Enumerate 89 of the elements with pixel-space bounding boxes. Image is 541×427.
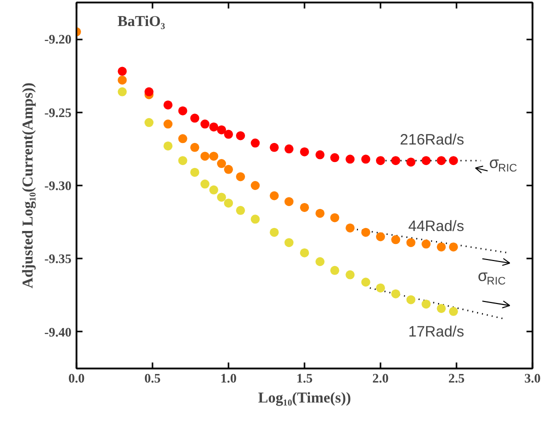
point: [361, 278, 370, 287]
x-tick-label: 0.5: [144, 370, 162, 386]
point: [164, 120, 173, 129]
point: [330, 213, 340, 222]
point: [284, 197, 294, 206]
point: [448, 156, 458, 166]
point: [236, 172, 246, 182]
x-tick-label: 0.0: [68, 370, 85, 386]
point: [118, 87, 127, 96]
point: [164, 141, 173, 150]
y-axis-title: Adjusted Log₁₀(Current(Amps)): [20, 82, 36, 288]
point: [346, 270, 355, 280]
x-tick-label: 1.5: [296, 370, 314, 386]
point: [178, 106, 188, 116]
x-tick-label: 3.0: [524, 370, 541, 386]
point: [376, 156, 385, 166]
point: [144, 118, 154, 128]
point: [270, 142, 279, 152]
point: [448, 242, 458, 252]
point: [209, 152, 218, 161]
y-tick-label: -9.35: [44, 251, 72, 266]
point: [224, 164, 233, 174]
point: [448, 306, 458, 316]
point: [406, 295, 416, 304]
point: [224, 130, 233, 139]
text: BaTiO₃: [118, 14, 166, 30]
y-tick-label: -9.30: [44, 178, 72, 193]
point: [200, 120, 210, 129]
x-tick-label: 2.5: [448, 370, 466, 386]
point: [361, 228, 370, 237]
point: [250, 181, 260, 190]
point: [270, 191, 279, 200]
x-tick-label: 2.0: [372, 370, 389, 386]
series-label: 44Rad/s: [408, 218, 464, 235]
point: [224, 198, 233, 208]
point: [270, 228, 279, 237]
point: [217, 159, 226, 168]
point: [316, 208, 325, 218]
point: [376, 232, 385, 242]
point: [361, 154, 370, 164]
point: [406, 158, 416, 167]
point: [144, 87, 154, 96]
point: [236, 206, 246, 215]
y-tick-label: -9.20: [44, 32, 72, 47]
point: [190, 142, 200, 152]
point: [190, 168, 200, 177]
series-label: 216Rad/s: [400, 132, 464, 149]
point: [250, 138, 260, 148]
x-tick-label: 1.0: [220, 370, 237, 386]
point: [346, 223, 355, 232]
point: [300, 248, 309, 258]
point: [330, 266, 340, 275]
point: [164, 100, 173, 110]
point: [406, 238, 416, 248]
point: [300, 202, 309, 212]
point: [436, 156, 446, 166]
point: [436, 304, 446, 313]
point: [284, 238, 294, 248]
point: [217, 192, 226, 202]
point: [200, 180, 210, 189]
point: [209, 122, 218, 132]
point: [178, 156, 188, 166]
x-axis-title: Log₁₀(Time(s)): [258, 390, 351, 406]
point: [391, 289, 400, 298]
series-label: 17Rad/s: [408, 323, 464, 340]
point: [391, 235, 400, 244]
point: [209, 185, 218, 194]
point: [178, 134, 188, 144]
point: [346, 154, 355, 164]
point: [316, 257, 325, 266]
point: [250, 214, 260, 224]
point: [436, 242, 446, 252]
y-tick-label: -9.40: [44, 324, 72, 340]
y-tick-label: -9.25: [44, 104, 72, 120]
point: [217, 125, 226, 134]
point: [391, 156, 400, 166]
point: [236, 131, 246, 140]
point: [190, 114, 200, 123]
point: [118, 76, 127, 85]
point: [422, 156, 431, 166]
point: [376, 283, 385, 292]
point: [330, 153, 340, 162]
point: [118, 66, 127, 76]
point: [316, 150, 325, 160]
point: [422, 300, 431, 309]
point: [284, 144, 294, 154]
point: [200, 152, 210, 161]
point: [300, 147, 309, 156]
point: [422, 240, 431, 249]
